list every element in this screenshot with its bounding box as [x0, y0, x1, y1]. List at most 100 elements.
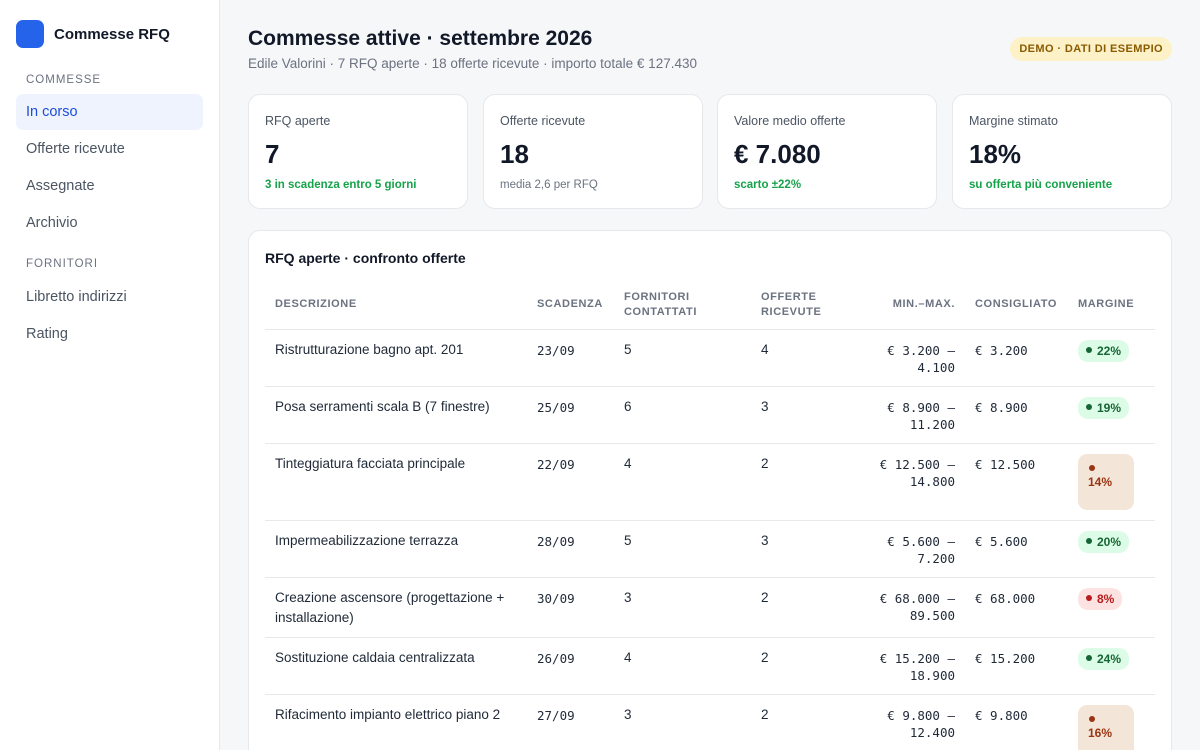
range-max: 11.200: [909, 416, 955, 432]
status-dot-icon: [1086, 654, 1092, 661]
kpi-margine-stimato: Margine stimato 18% su offerta più conve…: [952, 94, 1172, 209]
col-descrizione[interactable]: DESCRIZIONE: [265, 281, 527, 330]
cell-consigliato: € 9.800: [965, 694, 1068, 750]
kpi-value: 18: [500, 139, 529, 169]
cell-scadenza: 25/09: [527, 386, 614, 444]
table-row[interactable]: Rifacimento impianto elettrico piano 2 27…: [265, 694, 1155, 750]
cell-margine: 8%: [1068, 577, 1155, 638]
sidebar-item-in-corso[interactable]: In corso: [16, 94, 203, 130]
margin-badge: 8%: [1078, 587, 1123, 610]
cell-consigliato: € 8.900: [965, 386, 1068, 444]
kpi-offerte-ricevute: Offerte ricevute 18 media 2,6 per RFQ: [483, 94, 703, 209]
range-min: € 5.600 –: [887, 533, 955, 549]
table-row[interactable]: Posa serramenti scala B (7 finestre) 25/0…: [265, 386, 1155, 444]
table-row[interactable]: Ristrutturazione bagno apt. 201 23/09 5 4 € …: [265, 329, 1155, 387]
col-consigliato[interactable]: CONSIGLIATO: [965, 281, 1068, 330]
status-dot-icon: [1089, 715, 1095, 722]
cell-descrizione: Sostituzione caldaia centralizzata: [265, 637, 527, 695]
sidebar-item-offerte-ricevute[interactable]: Offerte ricevute: [26, 141, 125, 157]
col-margine[interactable]: MARGINE: [1068, 281, 1155, 330]
kpi-value: € 7.080: [734, 139, 821, 169]
range-min: € 68.000 –: [879, 590, 955, 606]
range-max: 14.800: [909, 473, 955, 489]
table-body: Ristrutturazione bagno apt. 201 23/09 5 4 € …: [265, 329, 1155, 750]
brand-logo-icon: [16, 20, 44, 48]
rfq-table-card: RFQ aperte · confronto offerte DESCRIZIO…: [248, 230, 1172, 750]
cell-min-max: € 12.500 –14.800: [858, 443, 965, 521]
cell-scadenza: 26/09: [527, 637, 614, 695]
margin-value: 24%: [1097, 651, 1122, 666]
cell-min-max: € 3.200 –4.100: [858, 329, 965, 387]
range-min: € 3.200 –: [887, 342, 955, 358]
kpi-note: scarto ±22%: [734, 179, 802, 191]
cell-fornitori: 4: [614, 443, 751, 521]
sidebar-item-archivio[interactable]: Archivio: [26, 215, 78, 231]
cell-consigliato: € 12.500: [965, 443, 1068, 521]
cell-offerte: 3: [751, 520, 858, 578]
demo-badge: DEMO · DATI DI ESEMPIO: [1010, 37, 1172, 61]
table-row[interactable]: Sostituzione caldaia centralizzata 26/09 4…: [265, 637, 1155, 695]
kpi-value: 7: [265, 139, 280, 169]
margin-badge: 16%: [1078, 704, 1134, 750]
cell-fornitori: 3: [614, 694, 751, 750]
kpi-note: media 2,6 per RFQ: [500, 179, 598, 191]
cell-margine: 24%: [1068, 637, 1155, 695]
cell-descrizione: Posa serramenti scala B (7 finestre): [265, 386, 527, 444]
kpi-note: su offerta più conveniente: [969, 179, 1113, 191]
sidebar-item-libretto-indirizzi[interactable]: Libretto indirizzi: [26, 289, 127, 305]
table-row[interactable]: Creazione ascensore (progettazione + ins…: [265, 577, 1155, 638]
cell-descrizione: Rifacimento impianto elettrico piano 2: [265, 694, 527, 750]
sidebar-item-assegnate[interactable]: Assegnate: [26, 178, 95, 194]
table-row[interactable]: Tinteggiatura facciata principale 22/09 4 2…: [265, 443, 1155, 521]
main-content: Commesse attive · settembre 2026 Edile V…: [220, 0, 1200, 750]
cell-margine: 14%: [1068, 443, 1155, 521]
status-dot-icon: [1089, 464, 1095, 471]
col-scadenza[interactable]: SCADENZA: [527, 281, 614, 330]
col-fornitori[interactable]: FORNITORI CONTATTATI: [614, 281, 751, 330]
cell-descrizione: Creazione ascensore (progettazione + ins…: [265, 577, 527, 638]
cell-scadenza: 22/09: [527, 443, 614, 521]
margin-value: 22%: [1097, 343, 1122, 358]
margin-value: 14%: [1088, 474, 1113, 489]
table-header-row: DESCRIZIONE SCADENZA FORNITORI CONTATTAT…: [265, 281, 1155, 330]
cell-min-max: € 8.900 –11.200: [858, 386, 965, 444]
margin-value: 8%: [1097, 591, 1115, 606]
cell-min-max: € 9.800 –12.400: [858, 694, 965, 750]
page-title: Commesse attive · settembre 2026: [248, 27, 593, 50]
kpi-label: Valore medio offerte: [734, 114, 846, 128]
col-min-max[interactable]: MIN.–MAX.: [858, 281, 965, 330]
margin-badge: 22%: [1078, 339, 1130, 362]
kpi-valore-medio: Valore medio offerte € 7.080 scarto ±22%: [717, 94, 937, 209]
cell-scadenza: 27/09: [527, 694, 614, 750]
cell-consigliato: € 15.200: [965, 637, 1068, 695]
cell-scadenza: 23/09: [527, 329, 614, 387]
cell-descrizione: Ristrutturazione bagno apt. 201: [265, 329, 527, 387]
status-dot-icon: [1086, 403, 1092, 410]
cell-consigliato: € 5.600: [965, 520, 1068, 578]
cell-offerte: 3: [751, 386, 858, 444]
brand[interactable]: Commesse RFQ: [16, 20, 219, 48]
cell-offerte: 2: [751, 443, 858, 521]
nav-section-commesse: COMMESSE: [26, 74, 102, 86]
cell-min-max: € 68.000 –89.500: [858, 577, 965, 638]
table-row[interactable]: Impermeabilizzazione terrazza 28/09 5 3 € 5.…: [265, 520, 1155, 578]
kpi-value: 18%: [969, 139, 1022, 169]
cell-margine: 20%: [1068, 520, 1155, 578]
cell-offerte: 4: [751, 329, 858, 387]
cell-fornitori: 5: [614, 329, 751, 387]
status-dot-icon: [1086, 594, 1092, 601]
kpi-label: RFQ aperte: [265, 114, 331, 128]
col-offerte[interactable]: OFFERTE RICEVUTE: [751, 281, 858, 330]
margin-badge: 24%: [1078, 647, 1130, 670]
sidebar: Commesse RFQ COMMESSE In corso Offerte r…: [0, 0, 220, 750]
cell-consigliato: € 68.000: [965, 577, 1068, 638]
range-min: € 15.200 –: [879, 650, 955, 666]
status-dot-icon: [1086, 346, 1092, 353]
cell-offerte: 2: [751, 637, 858, 695]
range-max: 12.400: [909, 724, 955, 740]
cell-scadenza: 28/09: [527, 520, 614, 578]
range-max: 4.100: [917, 359, 955, 375]
kpi-label: Offerte ricevute: [500, 114, 586, 128]
sidebar-item-rating[interactable]: Rating: [26, 326, 68, 342]
rfq-table: DESCRIZIONE SCADENZA FORNITORI CONTATTAT…: [265, 281, 1155, 750]
